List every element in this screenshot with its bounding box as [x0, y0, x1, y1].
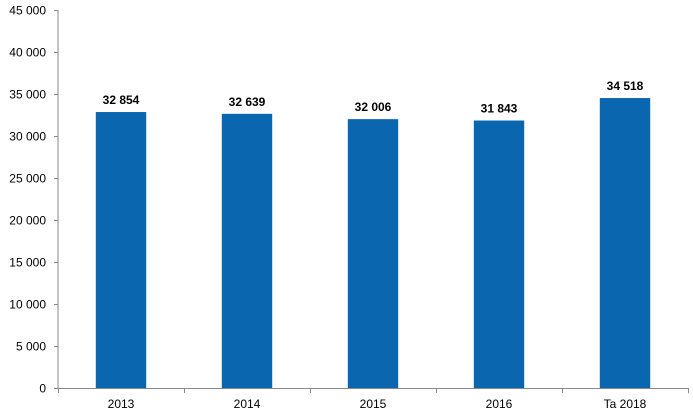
y-tick-label: 45 000	[9, 4, 46, 18]
y-tick-label: 5 000	[16, 340, 46, 354]
data-label: 34 518	[607, 79, 644, 93]
bar-ta-2018	[599, 98, 651, 388]
y-tick-label: 20 000	[9, 214, 46, 228]
x-tick-label: Ta 2018	[604, 397, 647, 411]
data-label: 32 854	[103, 93, 140, 107]
x-tick-label: 2013	[108, 397, 135, 411]
x-tick-label: 2014	[234, 397, 261, 411]
data-labels: 32 854 32 639 32 006 31 843 34 518	[103, 79, 644, 115]
y-axis: 0 5 000 10 000 15 000 20 000 25 000 30 000 35 0…	[9, 4, 59, 396]
y-tick-label: 30 000	[9, 130, 46, 144]
y-tick-label: 0	[39, 382, 46, 396]
y-tick-label: 10 000	[9, 298, 46, 312]
y-tick-label: 40 000	[9, 46, 46, 60]
bar-2015	[347, 119, 399, 388]
bar-2014	[221, 113, 273, 388]
y-tick-label: 15 000	[9, 256, 46, 270]
bar-2016	[473, 120, 525, 388]
x-axis: 2013 2014 2015 2016 Ta 2018	[58, 388, 689, 411]
y-tick-label: 35 000	[9, 88, 46, 102]
y-tick-label: 25 000	[9, 172, 46, 186]
data-label: 32 006	[355, 100, 392, 114]
bar-2013	[95, 112, 147, 388]
x-tick-label: 2015	[360, 397, 387, 411]
data-label: 32 639	[229, 95, 266, 109]
bars	[95, 98, 651, 388]
data-label: 31 843	[481, 102, 518, 116]
x-tick-label: 2016	[486, 397, 513, 411]
